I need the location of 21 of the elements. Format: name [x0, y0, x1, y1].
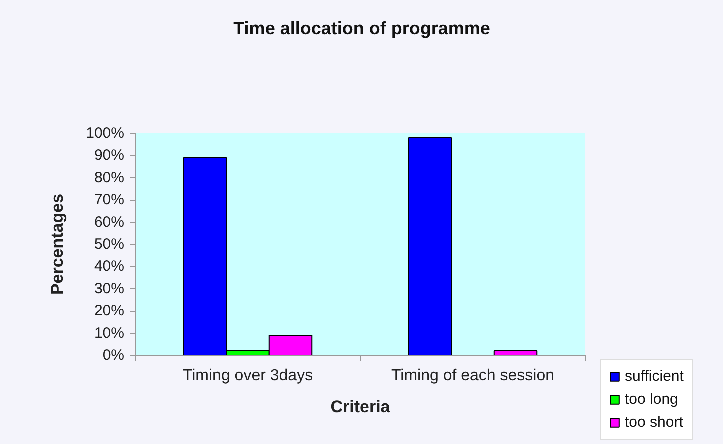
y-tick-label: 100%: [86, 125, 125, 142]
y-tick-label: 70%: [94, 192, 125, 209]
legend-label: too short: [625, 414, 684, 431]
chart-title: Time allocation of programme: [234, 18, 490, 38]
y-tick-label: 90%: [94, 147, 125, 164]
y-axis-title: Percentages: [48, 194, 68, 296]
y-tick-label: 0%: [102, 347, 125, 364]
x-tick-label: Timing of each session: [391, 368, 555, 384]
y-tick-label: 50%: [94, 236, 125, 253]
y-tick-label: 60%: [94, 214, 125, 231]
y-tick-label: 40%: [94, 258, 125, 276]
legend-label: too long: [625, 391, 678, 408]
bar: [408, 137, 452, 356]
legend-label: sufficient: [625, 368, 684, 385]
y-tick-label: 20%: [94, 302, 125, 320]
y-tick-label: 10%: [94, 324, 125, 342]
x-tick-label: Timing over 3days: [182, 368, 314, 384]
x-axis-title: Criteria: [330, 398, 391, 416]
y-tick-label: 30%: [94, 280, 125, 298]
y-tick-label: 80%: [94, 169, 125, 186]
bar: [494, 350, 538, 356]
